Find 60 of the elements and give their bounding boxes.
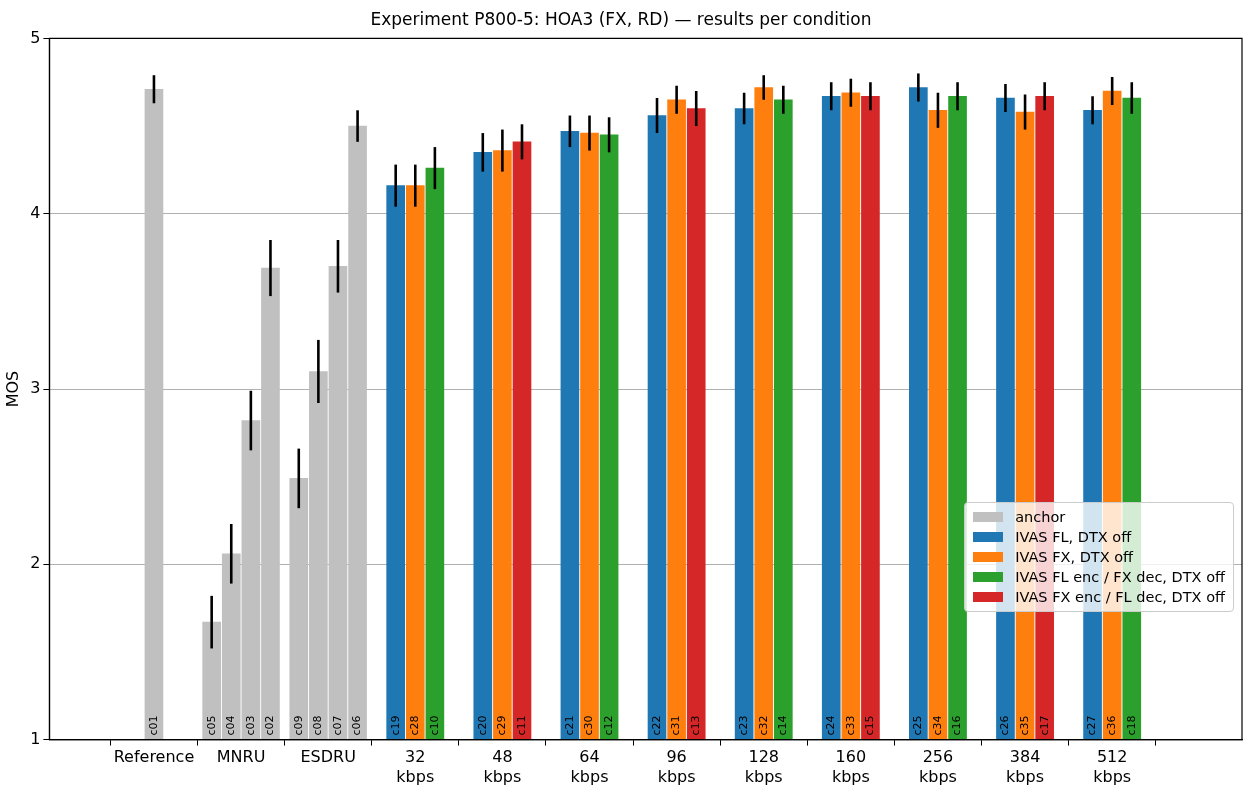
x-tick-label: 32 kbps	[396, 747, 435, 786]
y-tick-label: 5	[30, 27, 41, 47]
x-tick-label: 64 kbps	[570, 747, 609, 786]
x-tick-label: 256 kbps	[918, 747, 957, 786]
x-tick-label: 96 kbps	[657, 747, 696, 786]
data-label: c25	[911, 715, 925, 736]
data-label: c18	[1124, 715, 1138, 736]
data-label: c33	[843, 715, 857, 736]
data-label: c28	[408, 715, 422, 736]
data-label: c31	[669, 715, 683, 736]
x-tick-label: 512 kbps	[1093, 747, 1132, 786]
data-label: c14	[776, 715, 790, 736]
legend-label: anchor	[1015, 507, 1066, 527]
data-label: c13	[689, 715, 703, 736]
x-tick-label: 160 kbps	[831, 747, 870, 786]
data-label: c02	[263, 715, 277, 736]
data-label: c19	[388, 715, 402, 736]
legend-label: IVAS FX, DTX off	[1015, 547, 1134, 567]
data-label: c09	[291, 715, 305, 736]
legend-label: IVAS FL, DTX off	[1015, 527, 1132, 547]
x-tick-label: 384 kbps	[1006, 747, 1045, 786]
legend-label: IVAS FX enc / FL dec, DTX off	[1015, 587, 1225, 607]
y-tick-label: 2	[30, 553, 41, 573]
data-label: c30	[582, 715, 596, 736]
x-tick-label: 128 kbps	[744, 747, 783, 786]
data-label: c36	[1105, 715, 1119, 736]
data-label: c21	[562, 715, 576, 736]
data-label: c04	[224, 715, 238, 736]
data-label: c20	[475, 715, 489, 736]
y-axis-title: MOS	[2, 370, 22, 408]
data-label: c27	[1085, 715, 1099, 736]
y-tick-label: 4	[30, 202, 41, 222]
data-label: c15	[863, 715, 877, 736]
data-label: c26	[998, 715, 1012, 736]
data-label: c08	[311, 715, 325, 736]
data-label: c01	[146, 715, 160, 736]
data-label: c23	[736, 715, 750, 736]
x-tick-label: ESDRU	[300, 747, 356, 767]
data-label: c07	[330, 715, 344, 736]
data-label: c24	[824, 715, 838, 736]
data-label: c29	[495, 715, 509, 736]
data-label: c34	[930, 715, 944, 736]
data-label: c05	[204, 715, 218, 736]
data-label: c11	[514, 715, 528, 736]
data-label: c10	[427, 715, 441, 736]
x-tick-label: MNRU	[216, 747, 266, 767]
data-label: c06	[350, 715, 364, 736]
x-tick-label: 48 kbps	[483, 747, 522, 786]
legend-label: IVAS FL enc / FX dec, DTX off	[1015, 567, 1225, 587]
data-label: c35	[1017, 715, 1031, 736]
data-label: c16	[950, 715, 964, 736]
x-tick-label: Reference	[113, 747, 195, 767]
y-tick-label: 1	[30, 728, 41, 748]
data-label: c03	[243, 715, 257, 736]
data-label: c32	[756, 715, 770, 736]
chart-title: Experiment P800-5: HOA3 (FX, RD) — results per condition	[370, 8, 872, 29]
data-label: c12	[601, 715, 615, 736]
data-label: c22	[649, 715, 663, 736]
y-tick-label: 3	[30, 378, 41, 398]
data-label: c17	[1037, 715, 1051, 736]
